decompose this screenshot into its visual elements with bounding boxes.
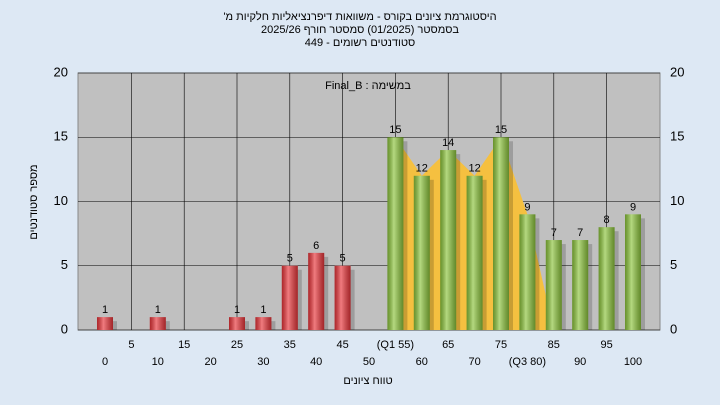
data-label: 1 xyxy=(234,304,240,316)
data-label: 5 xyxy=(340,253,346,265)
data-label: 12 xyxy=(416,163,428,175)
x-tick-label: 5 xyxy=(128,339,134,351)
x-tick-label: 35 xyxy=(284,339,296,351)
x-tick-label: 45 xyxy=(336,339,348,351)
chart-subtitle: סטודנטים רשומים - 449 xyxy=(305,37,416,49)
bar-highlight xyxy=(493,137,509,330)
data-label: 8 xyxy=(604,214,610,226)
data-label: 9 xyxy=(524,201,530,213)
bar-highlight xyxy=(149,317,166,330)
x-tick-label: 60 xyxy=(416,356,428,368)
chart-title: היסטוגרמת ציונים בקורס - משוואות דיפרנצי… xyxy=(223,10,496,23)
x-tick-label: 50 xyxy=(363,356,375,368)
x-tick-label: 70 xyxy=(468,356,480,368)
bar-highlight xyxy=(598,227,615,330)
data-label: 14 xyxy=(442,137,454,149)
data-label: 9 xyxy=(630,201,636,213)
x-tick-label: 0 xyxy=(102,356,108,368)
x-tick-label: 40 xyxy=(310,356,322,368)
x-tick-label: 15 xyxy=(178,339,190,351)
bar-highlight xyxy=(466,175,483,330)
x-tick-label: 10 xyxy=(152,356,164,368)
x-tick-label: 90 xyxy=(574,356,586,368)
x-tick-label: 100 xyxy=(624,356,642,368)
x-tick-label: 95 xyxy=(600,339,612,351)
bar-highlight xyxy=(334,265,351,330)
bar-highlight xyxy=(519,214,536,330)
bar-highlight xyxy=(625,214,641,330)
x-tick-label: 25 xyxy=(231,339,243,351)
chart-subtitle: בסמסטר (01/2025) סמסטר חורף 2025/26 xyxy=(261,24,459,36)
y-tick-label: 0 xyxy=(670,321,677,336)
bar-highlight xyxy=(229,317,245,330)
bar-highlight xyxy=(572,240,589,330)
x-tick-label: (Q3 80) xyxy=(509,356,546,368)
bar-highlight xyxy=(413,175,430,330)
y-tick-label: 15 xyxy=(54,129,68,144)
x-axis-label: טווח ציונים xyxy=(343,375,392,387)
bar-highlight xyxy=(255,317,272,330)
bar-highlight xyxy=(440,150,457,330)
bar-highlight xyxy=(387,137,404,330)
y-tick-label: 20 xyxy=(670,64,684,79)
x-tick-label: (Q1 55) xyxy=(377,339,414,351)
x-tick-label: 20 xyxy=(204,356,216,368)
data-label: 15 xyxy=(495,124,507,136)
data-label: 1 xyxy=(155,304,161,316)
data-label: 15 xyxy=(389,124,401,136)
x-tick-label: 85 xyxy=(548,339,560,351)
annotation: במשימה : Final_B xyxy=(325,80,411,92)
data-label: 7 xyxy=(577,227,583,239)
data-label: 12 xyxy=(468,163,480,175)
y-tick-label: 5 xyxy=(670,257,677,272)
y-tick-label: 20 xyxy=(54,64,68,79)
data-label: 5 xyxy=(287,253,293,265)
y-axis-label: מספר סטודנטים xyxy=(28,164,40,239)
y-tick-label: 10 xyxy=(670,193,684,208)
data-label: 1 xyxy=(102,304,108,316)
y-tick-label: 10 xyxy=(54,193,68,208)
bar-highlight xyxy=(281,265,298,330)
x-tick-label: 65 xyxy=(442,339,454,351)
data-label: 6 xyxy=(313,240,319,252)
bar-highlight xyxy=(308,252,325,330)
y-tick-label: 15 xyxy=(670,129,684,144)
bar-highlight xyxy=(545,240,562,330)
y-tick-label: 5 xyxy=(61,257,68,272)
y-tick-label: 0 xyxy=(61,321,68,336)
x-tick-label: 75 xyxy=(495,339,507,351)
bar-highlight xyxy=(97,317,113,330)
data-label: 7 xyxy=(551,227,557,239)
data-label: 1 xyxy=(260,304,266,316)
x-tick-label: 30 xyxy=(257,356,269,368)
